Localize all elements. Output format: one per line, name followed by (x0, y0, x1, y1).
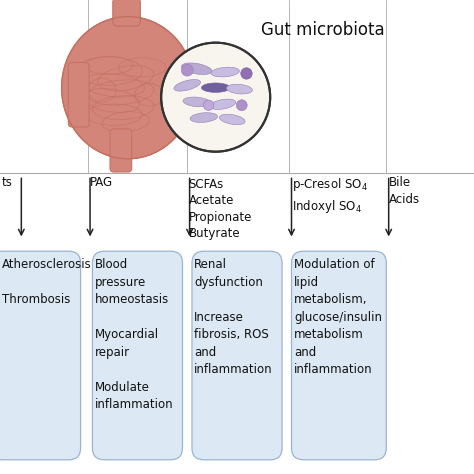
FancyBboxPatch shape (92, 251, 182, 460)
Ellipse shape (236, 100, 247, 111)
Ellipse shape (241, 68, 252, 79)
Ellipse shape (62, 17, 194, 159)
Ellipse shape (182, 63, 212, 74)
Ellipse shape (210, 99, 236, 109)
Text: Blood
pressure
homeostasis

Myocardial
repair

Modulate
inflammation: Blood pressure homeostasis Myocardial re… (95, 258, 173, 411)
Text: Gut microbiota: Gut microbiota (261, 21, 384, 39)
Ellipse shape (227, 84, 252, 94)
Ellipse shape (190, 113, 218, 122)
Text: Bile
Acids: Bile Acids (389, 176, 420, 206)
Ellipse shape (203, 100, 214, 110)
Text: Atherosclerosis

Thrombosis: Atherosclerosis Thrombosis (2, 258, 92, 306)
Text: ts: ts (1, 176, 12, 189)
Text: p-Cresol SO$_4$
Indoxyl SO$_4$: p-Cresol SO$_4$ Indoxyl SO$_4$ (292, 176, 367, 215)
FancyBboxPatch shape (0, 251, 81, 460)
FancyBboxPatch shape (292, 251, 386, 460)
Ellipse shape (183, 97, 210, 107)
Text: Modulation of
lipid
metabolism,
glucose/insulin
metabolism
and
inflammation: Modulation of lipid metabolism, glucose/… (294, 258, 382, 376)
FancyBboxPatch shape (192, 251, 282, 460)
Text: SCFAs
Acetate
Propionate
Butyrate: SCFAs Acetate Propionate Butyrate (189, 178, 252, 240)
Text: Renal
dysfunction

Increase
fibrosis, ROS
and
inflammation: Renal dysfunction Increase fibrosis, ROS… (194, 258, 273, 376)
Ellipse shape (181, 64, 193, 76)
FancyBboxPatch shape (113, 0, 140, 26)
FancyBboxPatch shape (68, 63, 89, 127)
Ellipse shape (219, 114, 245, 125)
Ellipse shape (201, 83, 230, 92)
Circle shape (161, 43, 270, 152)
Text: PAG: PAG (90, 176, 113, 189)
Ellipse shape (211, 67, 239, 77)
Ellipse shape (174, 80, 201, 91)
FancyBboxPatch shape (110, 129, 132, 172)
